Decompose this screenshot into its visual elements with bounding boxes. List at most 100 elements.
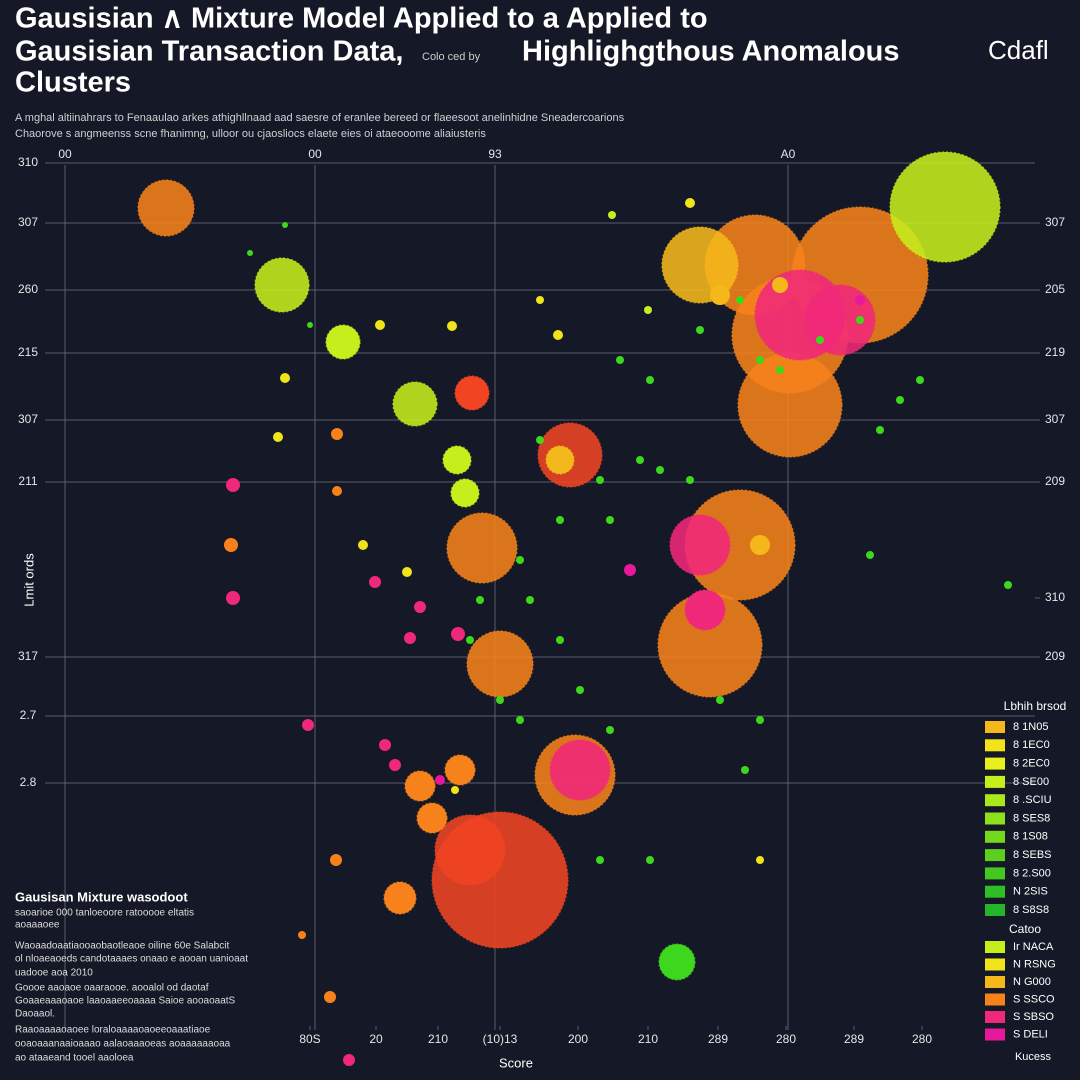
y-tick-label: 307: [18, 215, 38, 229]
y-tick-label: 260: [18, 282, 38, 296]
scale-legend-swatch: [985, 739, 1005, 752]
bubble: [379, 739, 391, 751]
bubble: [804, 284, 876, 356]
scale-legend-label: 8 2.S00: [1013, 867, 1051, 879]
bubble: [375, 320, 385, 330]
y-tick-label: 310: [18, 155, 38, 169]
legend-swatch: [985, 958, 1005, 971]
bubble: [596, 856, 604, 864]
x-tick-label: (10)13: [483, 1032, 518, 1046]
bubble: [536, 436, 544, 444]
legend-label: S SSCO: [1013, 993, 1055, 1005]
bubble: [476, 596, 484, 604]
y-tick-label: 215: [18, 345, 38, 359]
subtitle: A mghal altiinahrars to Fenaaulao arkes …: [15, 112, 625, 124]
bubble: [254, 257, 310, 313]
bubble: [545, 445, 575, 475]
bubble: [608, 211, 616, 219]
bubble: [273, 432, 283, 442]
x2-tick-label: 93: [488, 147, 502, 161]
bubble: [496, 696, 504, 704]
title-line: Highlighgthous Anomalous: [522, 36, 900, 68]
bubble: [646, 376, 654, 384]
scale-legend-swatch: [985, 849, 1005, 862]
bubble: [606, 726, 614, 734]
bubble: [916, 376, 924, 384]
bubble: [466, 630, 534, 698]
bubble: [658, 943, 696, 981]
bubble: [549, 739, 611, 801]
y-tick-label: 317: [18, 649, 38, 663]
bubble: [224, 538, 238, 552]
corner-label: Cdafl: [988, 35, 1049, 65]
legend-label: S DELI: [1013, 1028, 1048, 1040]
y2-tick-label: 209: [1045, 474, 1065, 488]
bubble: [247, 250, 253, 256]
scale-legend-swatch: [985, 830, 1005, 843]
legend-label: Ir NACA: [1013, 941, 1054, 953]
bubble: [644, 306, 652, 314]
title-line: Clusters: [15, 67, 131, 99]
bubble: [442, 445, 472, 475]
title-line: Gausisian ∧ Mixture Model Applied to a A…: [15, 3, 708, 35]
bubble: [1004, 581, 1012, 589]
scale-legend-title: Lbhih brsod: [1004, 699, 1067, 713]
scale-legend-label: 8 S8S8: [1013, 904, 1049, 916]
x-tick-label: 200: [568, 1032, 588, 1046]
grid: [45, 162, 1040, 1030]
bubble: [716, 696, 724, 704]
scale-legend-label: 8 SEBS: [1013, 849, 1052, 861]
annotation-line: Raaoaaaaoaoee loraloaaaaoaoeeoaaatiaoe: [15, 1025, 211, 1036]
x-tick-label: 20: [369, 1032, 383, 1046]
legend-label: N RSNG: [1013, 958, 1056, 970]
x-tick-label: 289: [708, 1032, 728, 1046]
bubble: [756, 856, 764, 864]
y2-tick-label: 307: [1045, 412, 1065, 426]
scale-legend-swatch: [985, 867, 1005, 880]
scale-legend-swatch: [985, 904, 1005, 916]
x-tick-label: 80S: [299, 1032, 320, 1046]
scale-legend-swatch: [985, 812, 1005, 825]
bubble: [741, 766, 749, 774]
scale-legend-swatch: [985, 885, 1005, 898]
bubble: [656, 466, 664, 474]
legend-swatch: [985, 941, 1005, 953]
x2-tick-label: 00: [308, 147, 322, 161]
y2-tick-label: 219: [1045, 345, 1065, 359]
annotation-line: ol nloaeaoeds candotaaaes onaao e aooan …: [15, 954, 248, 965]
bubble: [553, 330, 563, 340]
bubble: [816, 336, 824, 344]
scale-legend-swatch: [985, 775, 1005, 788]
scale-legend-swatch: [985, 757, 1005, 770]
bubble: [226, 591, 240, 605]
bubble: [137, 179, 195, 237]
bubble: [434, 814, 506, 886]
bubble: [307, 322, 313, 328]
bubble: [866, 551, 874, 559]
scale-legend-label: 8 2EC0: [1013, 758, 1050, 770]
bubble: [404, 770, 436, 802]
scale-legend-swatch: [985, 794, 1005, 807]
bubble: [737, 352, 843, 458]
legends: Ir NACA N RSNG N G000 S SSCO S SBSO S DELI 8 1…: [985, 721, 1056, 1041]
legend-swatch: [985, 993, 1005, 1006]
annotation-line: aoaaaoee: [15, 920, 60, 931]
scale-legend-label: 8 SES8: [1013, 812, 1050, 824]
bubble: [369, 576, 381, 588]
bubble: [416, 802, 448, 834]
bubble: [685, 198, 695, 208]
y2-tick-label: 307: [1045, 215, 1065, 229]
scale-legend-label: 8 1EC0: [1013, 739, 1050, 751]
bubble: [646, 856, 654, 864]
legend-label: S SBSO: [1013, 1011, 1054, 1023]
y-tick-label: 2.8: [20, 775, 37, 789]
bubble: [298, 931, 306, 939]
y-axis-label: Lmit ords: [21, 553, 36, 607]
annotation-line: Goooe aaoaoe oaaraooe. aooalol od daotaf: [15, 983, 209, 994]
bubble: [684, 589, 726, 631]
bubble: [402, 567, 412, 577]
bubble: [450, 478, 480, 508]
bubble: [696, 326, 704, 334]
legend-footer: Kucess: [1015, 1051, 1052, 1063]
bubble: [750, 535, 770, 555]
